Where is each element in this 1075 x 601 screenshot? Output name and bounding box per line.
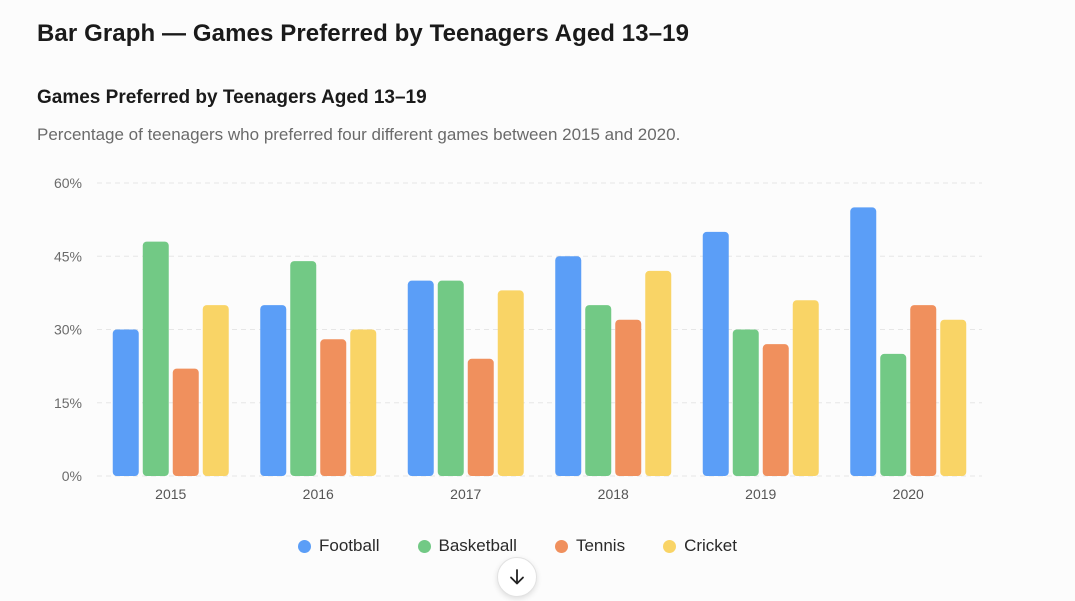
bar-cricket-2018[interactable] [645,270,672,476]
bar-tennis-2015[interactable] [172,368,199,476]
legend-label: Basketball [438,536,517,555]
legend-label: Cricket [684,536,737,555]
bar-tennis-2017[interactable] [467,358,494,476]
bar-cricket-2017[interactable] [497,290,524,476]
x-tick-label: 2016 [303,486,334,502]
x-tick-label: 2020 [893,486,924,502]
bar-cricket-2016[interactable] [350,329,377,477]
bar-football-2017[interactable] [407,280,434,476]
legend-swatch [298,539,312,553]
x-tick-label: 2018 [598,486,629,502]
arrow-down-icon [510,569,524,585]
legend-label: Tennis [575,536,626,555]
legend-swatch [554,539,568,553]
page-title: Bar Graph — Games Preferred by Teenagers… [37,20,690,47]
bar-tennis-2018[interactable] [615,319,642,476]
y-tick-label: 0% [62,468,82,484]
bar-cricket-2020[interactable] [940,319,967,476]
bar-football-2016[interactable] [260,305,287,476]
x-tick-label: 2015 [155,486,186,502]
chart-title: Games Preferred by Teenagers Aged 13–19 [37,87,427,108]
bar-football-2019[interactable] [702,231,729,476]
chart-legend: Football Basketball Tennis Cricket [0,536,1035,556]
legend-item-football[interactable]: Football [298,536,380,556]
x-tick-label: 2017 [450,486,481,502]
bar-basketball-2017[interactable] [437,280,464,476]
bar-football-2020[interactable] [850,207,877,476]
chart-subtitle: Percentage of teenagers who preferred fo… [37,125,681,144]
bar-tennis-2019[interactable] [762,344,789,476]
legend-swatch [417,539,431,553]
bar-basketball-2015[interactable] [142,241,169,476]
bar-football-2015[interactable] [112,329,139,477]
legend-item-cricket[interactable]: Cricket [663,536,737,556]
y-tick-label: 60% [54,175,82,191]
legend-label: Football [319,536,380,555]
y-tick-label: 45% [54,248,82,264]
bar-cricket-2019[interactable] [792,300,819,476]
legend-swatch [663,539,677,553]
y-tick-label: 30% [54,322,82,338]
bar-tennis-2016[interactable] [320,339,347,476]
scroll-down-button[interactable] [497,557,537,597]
legend-item-basketball[interactable]: Basketball [417,536,517,556]
bar-football-2018[interactable] [555,256,582,476]
legend-item-tennis[interactable]: Tennis [554,536,626,556]
bar-tennis-2020[interactable] [910,305,937,476]
bar-basketball-2016[interactable] [290,261,317,476]
y-tick-label: 15% [54,395,82,411]
bar-cricket-2015[interactable] [202,305,229,476]
bar-basketball-2020[interactable] [880,353,907,476]
bar-basketball-2019[interactable] [732,329,759,477]
bar-basketball-2018[interactable] [585,305,612,476]
x-tick-label: 2019 [745,486,776,502]
